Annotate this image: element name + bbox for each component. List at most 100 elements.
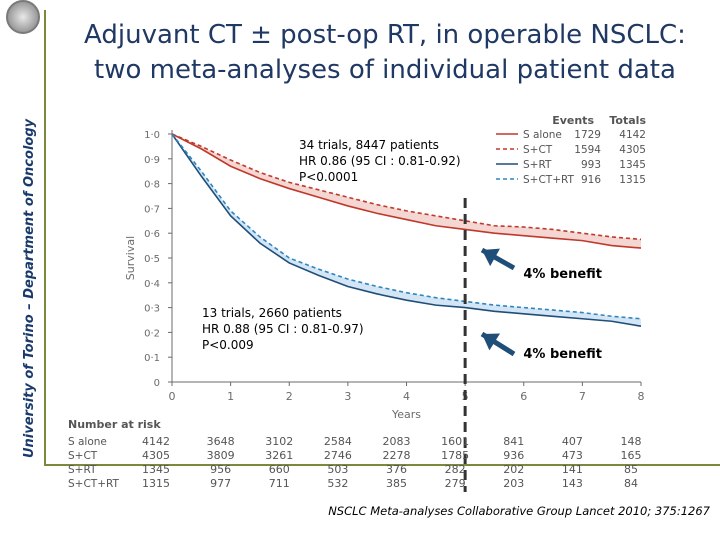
risk-table-cell: 2083 [383, 435, 411, 448]
sidebar-divider-vertical [44, 10, 46, 466]
risk-table-row-label: S+RT [68, 464, 97, 476]
legend-header-totals: Totals [609, 114, 646, 127]
x-tick-label: 3 [344, 390, 351, 403]
risk-table-cell: 202 [503, 463, 524, 476]
y-tick-label: 0·2 [144, 328, 160, 339]
footer-divider [46, 464, 720, 466]
annotation-ct-line: 34 trials, 8447 patients [299, 138, 439, 152]
y-tick-label: 0·5 [144, 254, 160, 265]
legend-events: 1594 [574, 144, 601, 156]
risk-table-cell: 143 [562, 477, 583, 490]
annotation-ct-line: P<0.0001 [299, 170, 358, 184]
risk-table-cell: 376 [386, 463, 407, 476]
legend-label: S+RT [523, 159, 552, 171]
risk-table-cell: 660 [269, 463, 290, 476]
risk-table-cell: 4305 [142, 449, 170, 462]
risk-table-cell: 532 [327, 477, 348, 490]
risk-table-cell: 1315 [142, 477, 170, 490]
x-tick-label: 2 [286, 390, 293, 403]
risk-table-cell: 282 [445, 463, 466, 476]
risk-table-cell: 203 [503, 477, 524, 490]
risk-table-cell: 977 [210, 477, 231, 490]
risk-table-row-label: S+CT+RT [68, 478, 120, 490]
risk-table-cell: 385 [386, 477, 407, 490]
risk-table-cell: 165 [621, 449, 642, 462]
annotation-ct-line: HR 0.86 (95 CI : 0.81-0.92) [299, 154, 461, 168]
legend-events: 1729 [574, 129, 601, 141]
y-axis-label: Survival [124, 236, 137, 280]
legend-totals: 1315 [619, 174, 646, 186]
annotation-rt-line: P<0.009 [202, 338, 254, 352]
sidebar: University of Torino – Department of Onc… [0, 0, 48, 466]
annotation-rt-line: 13 trials, 2660 patients [202, 306, 342, 320]
slide-title-line-2: two meta-analyses of individual patient … [94, 55, 676, 85]
risk-table-cell: 936 [503, 449, 524, 462]
risk-table-cell: 4142 [142, 435, 170, 448]
risk-table-cell: 3261 [265, 449, 293, 462]
y-tick-label: 0·8 [144, 180, 160, 191]
citation: NSCLC Meta-analyses Collaborative Group … [328, 504, 710, 518]
series-line-s-rt [171, 133, 642, 327]
risk-table-cell: 3809 [207, 449, 235, 462]
risk-table-cell: 473 [562, 449, 583, 462]
x-tick-label: 7 [579, 390, 586, 403]
risk-table-cell: 1785 [441, 449, 469, 462]
risk-table-cell: 85 [624, 463, 638, 476]
benefit-arrow-rt-head [482, 333, 501, 351]
risk-table-title: Number at risk [68, 418, 161, 431]
risk-table-cell: 711 [269, 477, 290, 490]
y-tick-label: 0·4 [144, 279, 160, 290]
legend-events: 916 [581, 174, 601, 186]
y-tick-label: 0 [154, 378, 160, 389]
risk-table-cell: 407 [562, 435, 583, 448]
x-tick-label: 6 [520, 390, 527, 403]
series-line-s-ct-rt [171, 133, 642, 320]
y-tick-label: 0·6 [144, 229, 160, 240]
legend-totals: 4305 [619, 144, 646, 156]
x-tick-label: 4 [403, 390, 410, 403]
y-tick-label: 0·1 [144, 353, 160, 364]
legend-label: S alone [523, 129, 562, 141]
risk-table-cell: 841 [503, 435, 524, 448]
legend-header-events: Events [552, 114, 594, 127]
risk-table-cell: 3648 [207, 435, 235, 448]
legend-events: 993 [581, 159, 601, 171]
slide-title: Adjuvant CT ± post-op RT, in operable NS… [60, 18, 710, 88]
risk-table-cell: 2584 [324, 435, 352, 448]
risk-table-cell: 2746 [324, 449, 352, 462]
university-seal-icon [6, 0, 40, 34]
y-tick-label: 0·3 [144, 304, 160, 315]
legend-totals: 1345 [619, 159, 646, 171]
y-tick-label: 1·0 [144, 130, 160, 141]
ct-benefit-band [172, 134, 641, 249]
series-line-s-ct [171, 133, 642, 241]
risk-table-cell: 2278 [383, 449, 411, 462]
legend-label: S+CT+RT [523, 174, 575, 186]
legend-totals: 4142 [619, 129, 646, 141]
risk-table-cell: 1345 [142, 463, 170, 476]
risk-table-cell: 141 [562, 463, 583, 476]
risk-table-cell: 84 [624, 477, 638, 490]
y-tick-label: 0·7 [144, 204, 160, 215]
risk-table-cell: 1601 [441, 435, 469, 448]
risk-table-cell: 3102 [265, 435, 293, 448]
x-tick-label: 1 [227, 390, 234, 403]
x-tick-label: 0 [169, 390, 176, 403]
y-tick-label: 0·9 [144, 155, 160, 166]
benefit-label-ct: 4% benefit [523, 267, 602, 282]
x-tick-label: 8 [638, 390, 645, 403]
legend-label: S+CT [523, 144, 553, 156]
risk-table-row-label: S+CT [68, 450, 98, 462]
series-line-s-alone [171, 133, 642, 249]
risk-table-row-label: S alone [68, 436, 107, 448]
risk-table-cell: 279 [445, 477, 466, 490]
x-axis-label: Years [391, 408, 421, 421]
risk-table-cell: 503 [327, 463, 348, 476]
slide-title-line-1: Adjuvant CT ± post-op RT, in operable NS… [84, 20, 686, 50]
benefit-label-rt: 4% benefit [523, 347, 602, 362]
annotation-rt-line: HR 0.88 (95 CI : 0.81-0.97) [202, 322, 364, 336]
risk-table-cell: 148 [621, 435, 642, 448]
risk-table-cell: 956 [210, 463, 231, 476]
benefit-arrow-ct-head [482, 248, 500, 267]
